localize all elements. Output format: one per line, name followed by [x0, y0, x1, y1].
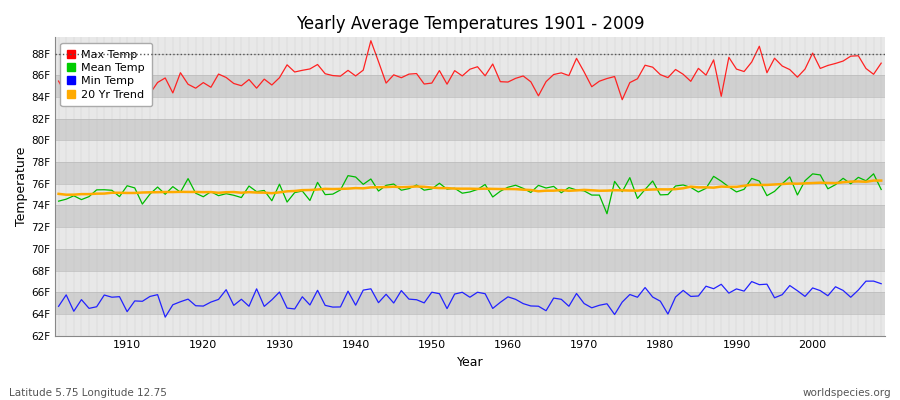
Bar	[55, 270, 885, 292]
Y-axis label: Temperature: Temperature	[15, 147, 28, 226]
Bar	[55, 54, 885, 75]
Bar	[55, 314, 885, 336]
Bar	[55, 184, 885, 206]
Bar	[55, 140, 885, 162]
Text: worldspecies.org: worldspecies.org	[803, 388, 891, 398]
X-axis label: Year: Year	[456, 356, 483, 369]
Bar	[55, 249, 885, 270]
Legend: Max Temp, Mean Temp, Min Temp, 20 Yr Trend: Max Temp, Mean Temp, Min Temp, 20 Yr Tre…	[60, 43, 152, 106]
Text: Latitude 5.75 Longitude 12.75: Latitude 5.75 Longitude 12.75	[9, 388, 166, 398]
Title: Yearly Average Temperatures 1901 - 2009: Yearly Average Temperatures 1901 - 2009	[295, 15, 644, 33]
Bar	[55, 119, 885, 140]
Bar	[55, 227, 885, 249]
Bar	[55, 75, 885, 97]
Bar	[55, 162, 885, 184]
Bar	[55, 292, 885, 314]
Bar	[55, 206, 885, 227]
Bar	[55, 97, 885, 119]
